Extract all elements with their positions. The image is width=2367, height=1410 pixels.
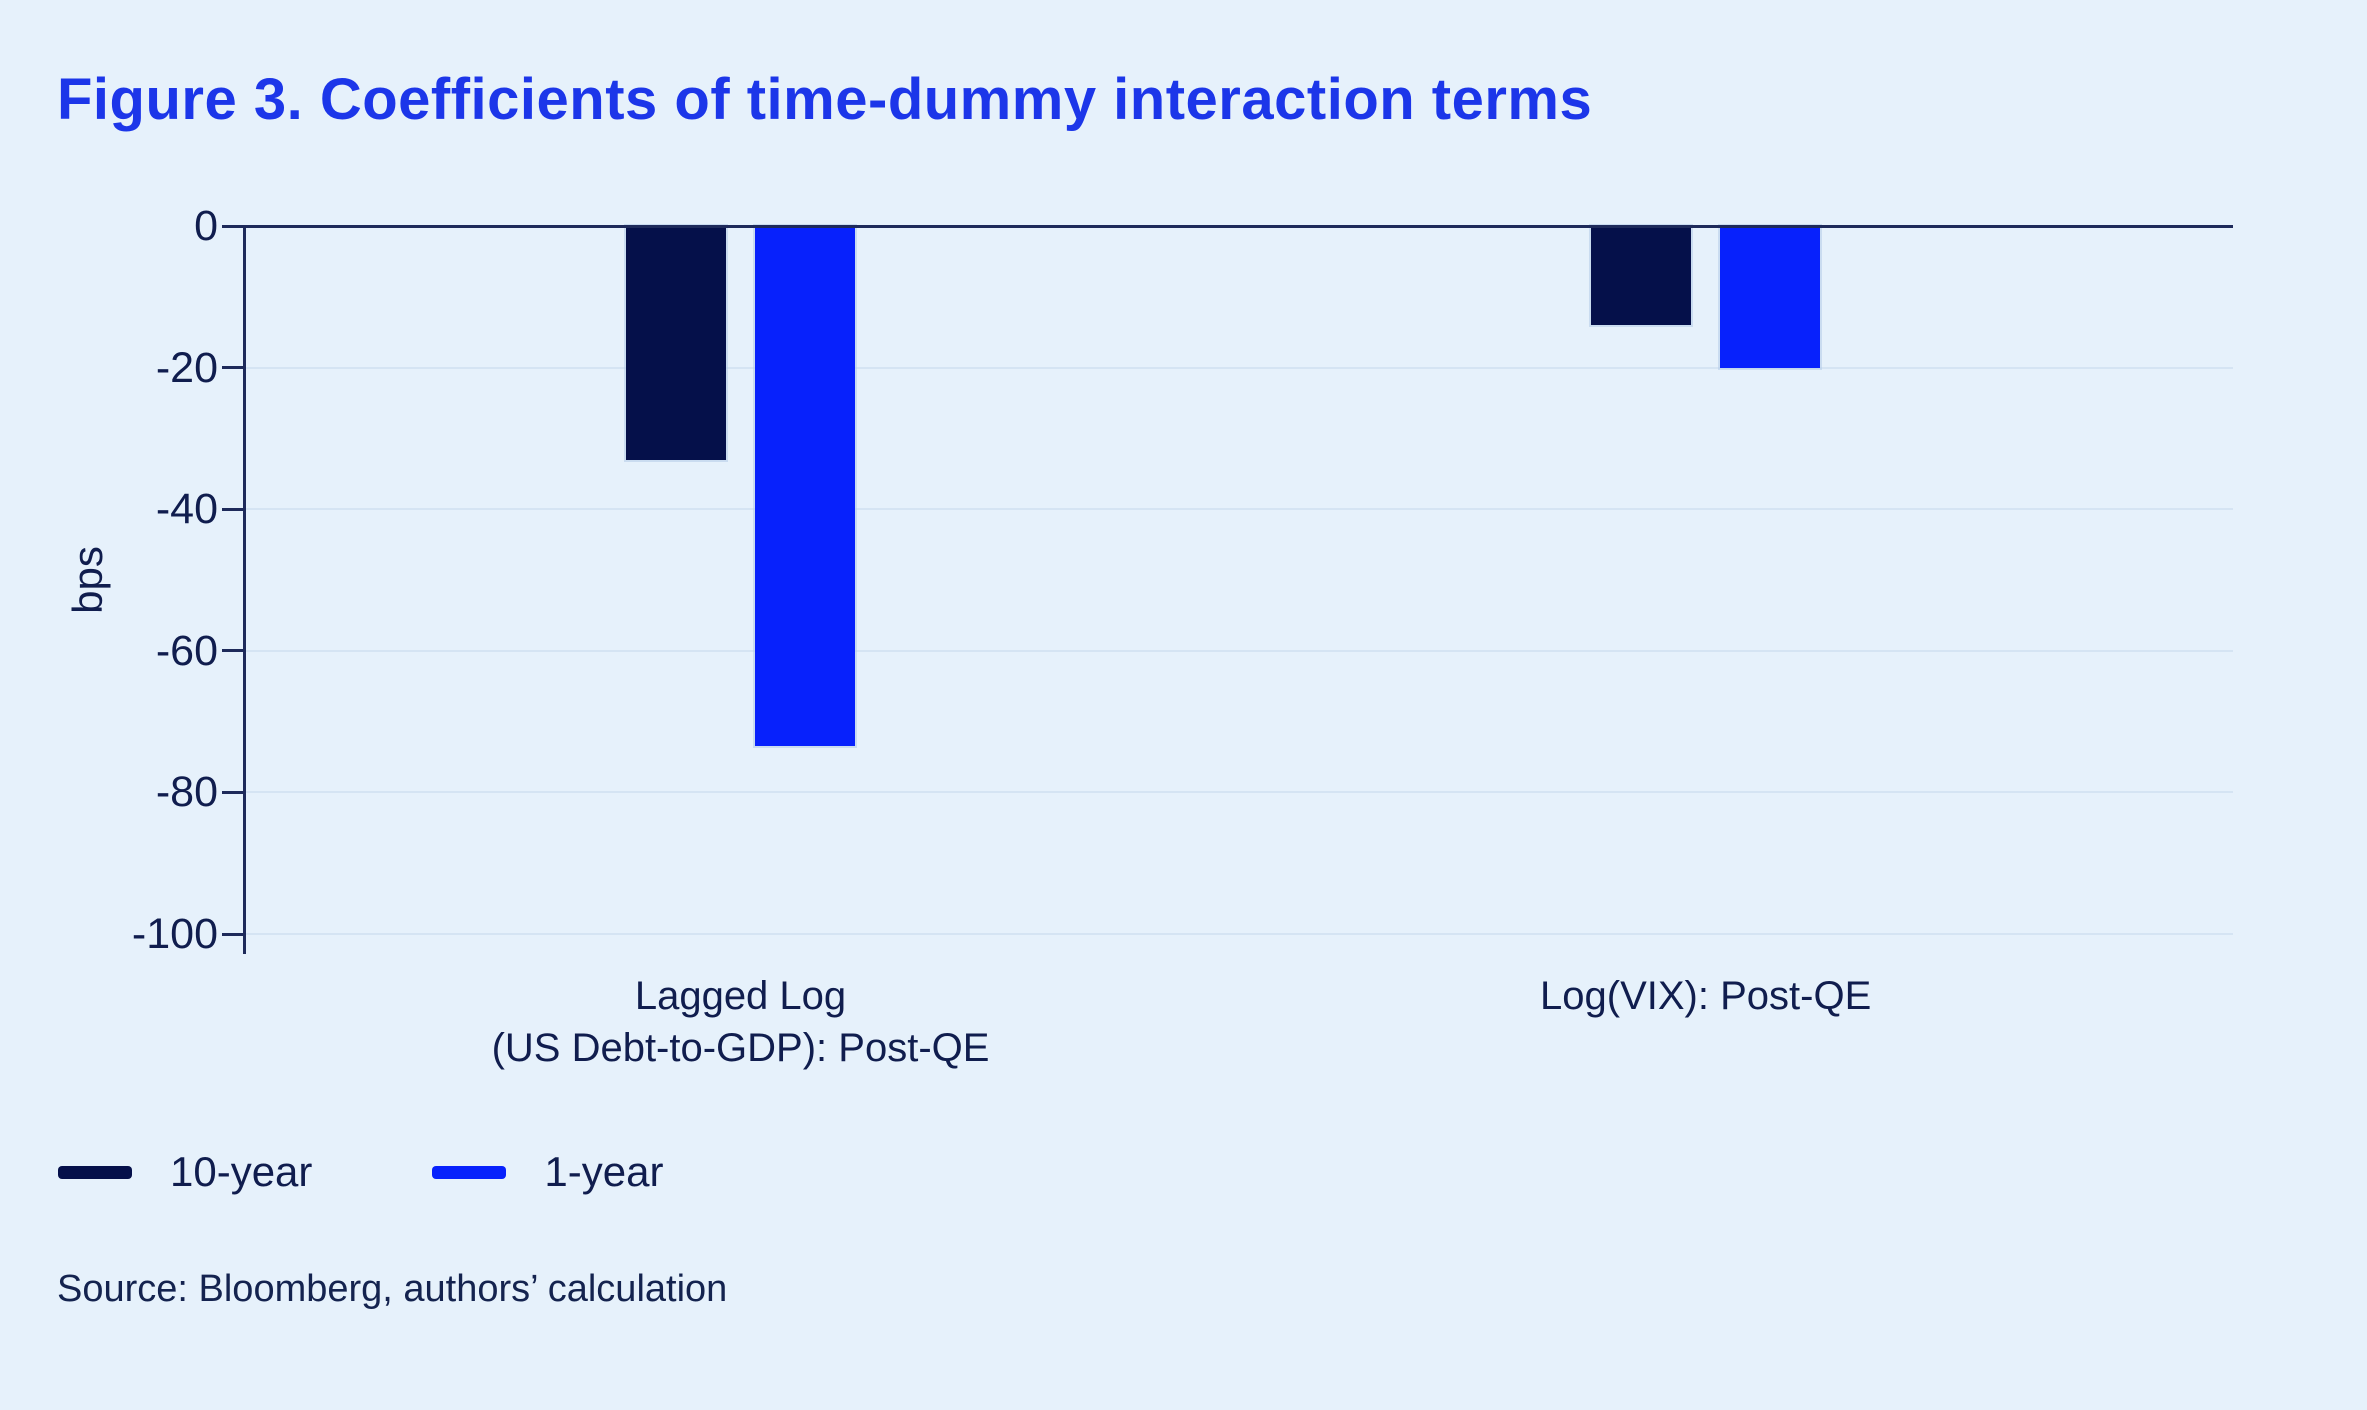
legend-label-10-year: 10-year: [170, 1148, 313, 1195]
y-tick--40: [222, 507, 243, 511]
gridline--60: [243, 649, 2233, 652]
gridline--80: [243, 791, 2233, 794]
x-axis-zero-line: [243, 224, 2233, 228]
y-tick-0: [222, 224, 243, 228]
chart-title: Figure 3. Coefficients of time-dummy int…: [57, 67, 1593, 132]
bar-1-year-category-1: [755, 226, 855, 747]
y-tick-label--20: -20: [155, 343, 218, 392]
bar-10-year-category-2: [1591, 226, 1692, 326]
y-tick-label--100: -100: [131, 910, 218, 958]
y-axis-line: [243, 226, 246, 954]
y-tick--80: [222, 790, 243, 794]
y-tick--60: [222, 649, 243, 653]
category-label-1: Lagged Log (US Debt-to-GDP): Post-QE: [491, 974, 990, 1070]
legend: 10-year 1-year: [58, 1146, 663, 1198]
y-tick-label-0: 0: [194, 202, 218, 250]
y-tick--100: [222, 932, 243, 936]
legend-item-10-year: 10-year: [58, 1146, 312, 1198]
y-tick--20: [222, 366, 243, 370]
legend-label-1-year: 1-year: [544, 1148, 664, 1195]
bar-10-year-category-1: [626, 226, 726, 460]
y-tick-label--80: -80: [155, 768, 218, 817]
gridline--100: [243, 933, 2233, 935]
legend-swatch-10-year: [58, 1165, 132, 1179]
y-axis-title: bps: [64, 546, 111, 614]
y-tick-label--40: -40: [155, 485, 218, 534]
gridline--20: [243, 366, 2233, 369]
bar-1-year-category-2: [1720, 226, 1821, 368]
legend-item-1-year: 1-year: [432, 1146, 663, 1198]
legend-swatch-1-year: [432, 1165, 507, 1179]
source-note: Source: Bloomberg, authors’ calculation: [57, 1268, 728, 1310]
y-tick-label--60: -60: [155, 626, 218, 675]
gridline--40: [243, 508, 2233, 511]
category-label-2: Log(VIX): Post-QE: [1540, 974, 1872, 1018]
